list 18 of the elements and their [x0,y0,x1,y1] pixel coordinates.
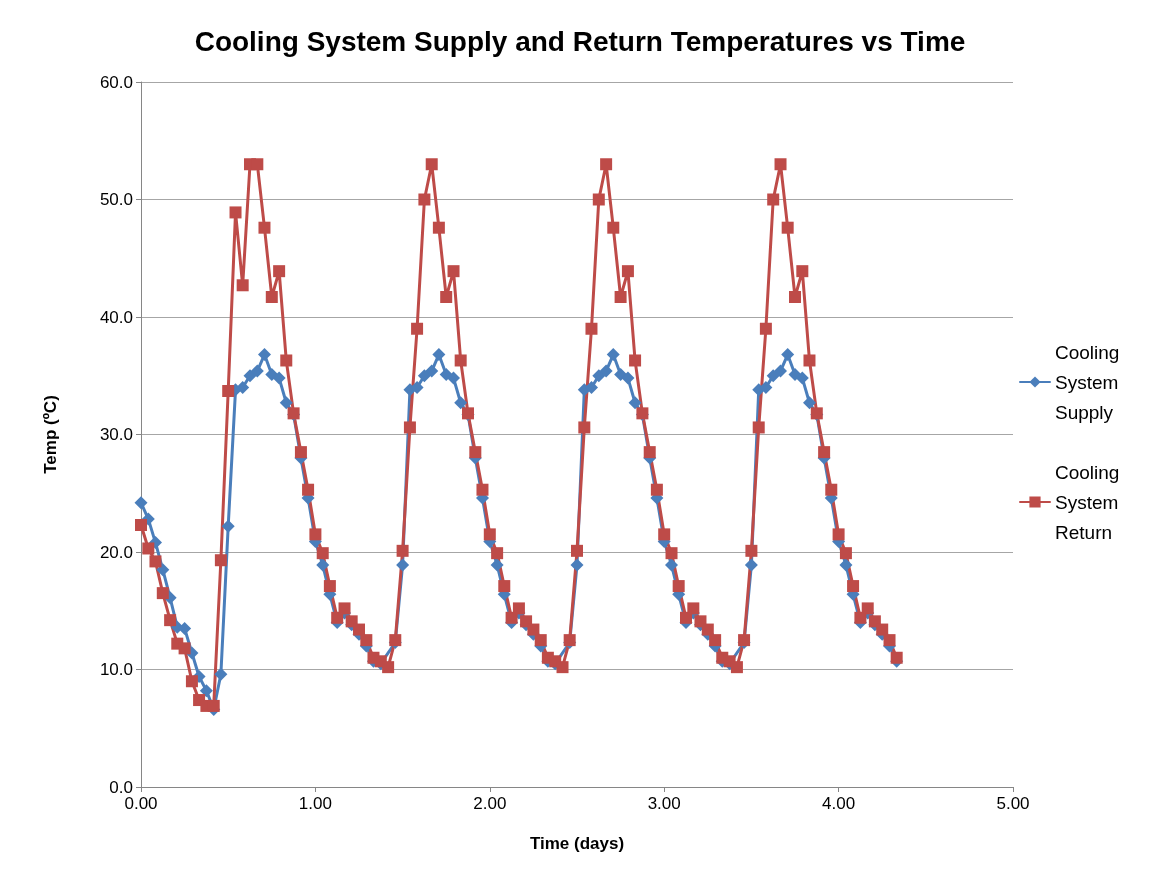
y-tick-label: 20.0 [99,542,133,562]
y-tick-label: 60.0 [99,72,133,92]
x-tick-label: 1.00 [298,794,332,813]
x-tick-label: 2.00 [473,794,507,813]
y-axis-title: Temp (ºC) [41,395,60,474]
x-tick-label: 0.00 [124,794,158,813]
x-axis-title: Time (days) [529,834,625,853]
y-tick-label: 0.0 [109,777,133,797]
chart-title: Cooling System Supply and Return Temperatures vs Time [194,25,966,57]
y-tick-label: 50.0 [99,190,133,209]
x-tick-label: 5.00 [996,794,1030,813]
legend-label: Cooling System Supply [1055,341,1125,423]
legend-label: Cooling System Return [1055,461,1125,543]
y-tick-label: 30.0 [99,425,133,444]
y-tick-label: 10.0 [99,660,133,679]
x-tick-label: 3.00 [647,794,681,813]
x-tick-label: 4.00 [822,794,856,813]
y-tick-label: 40.0 [99,307,133,327]
